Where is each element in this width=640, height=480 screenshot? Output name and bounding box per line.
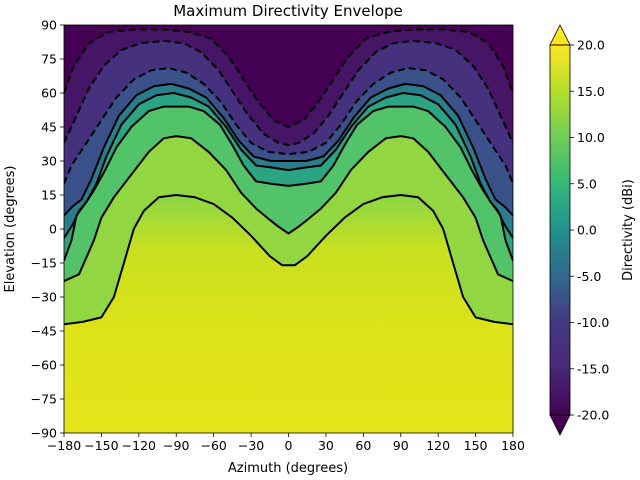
y-tick-label: −30 [31, 290, 57, 305]
colorbar-tick-label: 15.0 [577, 84, 605, 99]
y-tick-label: −45 [31, 324, 57, 339]
colorbar-label: Directivity (dBi) [621, 179, 636, 281]
x-tick-label: 90 [393, 438, 409, 453]
contour-line-15 [64, 194, 513, 326]
y-tick-label: −15 [31, 256, 57, 271]
contour-fill--20 [64, 25, 513, 127]
colorbar-tick-label: 0.0 [577, 223, 597, 238]
x-axis-label: Azimuth (degrees) [228, 461, 348, 476]
x-axis-ticks: −180 −150 −120 −90 −60 −30 0 30 60 90 120 150 180 [47, 433, 525, 453]
contour-line-5 [64, 105, 513, 262]
colorbar-extend-min [549, 414, 571, 436]
contour-lines-layer [64, 28, 513, 326]
colorbar-tick-label: -15.0 [577, 361, 609, 376]
contour-line--10 [64, 67, 513, 185]
x-tick-label: 120 [426, 438, 450, 453]
x-tick-label: 60 [355, 438, 371, 453]
colorbar-tick-label: 10.0 [577, 130, 605, 145]
x-tick-label: −30 [238, 438, 264, 453]
y-tick-label: −75 [31, 392, 57, 407]
y-tick-label: 0 [49, 222, 57, 237]
y-tick-label: 75 [41, 52, 57, 67]
contour-line--15 [64, 39, 513, 147]
x-tick-label: 180 [501, 438, 525, 453]
y-tick-label: 15 [41, 188, 57, 203]
y-tick-label: 45 [41, 120, 57, 135]
y-tick-label: −60 [31, 358, 57, 373]
y-tick-label: 30 [41, 154, 57, 169]
colorbar-tick-label: 5.0 [577, 176, 597, 191]
x-tick-label: 30 [318, 438, 334, 453]
y-tick-label: 90 [41, 18, 57, 33]
x-tick-label: −150 [84, 438, 118, 453]
x-tick-label: −90 [163, 438, 189, 453]
contour-line-0 [64, 92, 513, 239]
y-axis-ticks: 90 75 60 45 30 15 0 −15 −30 −45 −60 −75 −90 [31, 18, 64, 441]
colorbar-extend-max [549, 24, 571, 46]
x-tick-label: −60 [200, 438, 226, 453]
x-tick-label: −180 [47, 438, 81, 453]
y-tick-label: 60 [41, 86, 57, 101]
colorbar-tick-label: -20.0 [577, 408, 609, 423]
contour-line--20 [64, 28, 513, 128]
contour-line-10 [64, 135, 513, 283]
contour-line--5 [64, 82, 513, 217]
colorbar: 20.0 15.0 10.0 5.0 0.0 -5.0 -10.0 -15.0 -20.0 Di… [549, 24, 636, 436]
colorbar-gradient [550, 45, 570, 415]
colorbar-tick-label: -5.0 [577, 269, 601, 284]
plot-area [64, 25, 513, 433]
y-tick-label: −90 [31, 426, 57, 441]
x-tick-label: −120 [122, 438, 156, 453]
colorbar-ticks: 20.0 15.0 10.0 5.0 0.0 -5.0 -10.0 -15.0 -20.0 [570, 38, 609, 423]
colorbar-tick-label: 20.0 [577, 38, 605, 53]
colorbar-tick-label: -10.0 [577, 315, 609, 330]
x-tick-label: 0 [285, 438, 293, 453]
contour-fill-layer [64, 25, 513, 325]
chart-title: Maximum Directivity Envelope [173, 2, 403, 20]
x-tick-label: 150 [464, 438, 488, 453]
y-axis-label: Elevation (degrees) [3, 166, 18, 293]
